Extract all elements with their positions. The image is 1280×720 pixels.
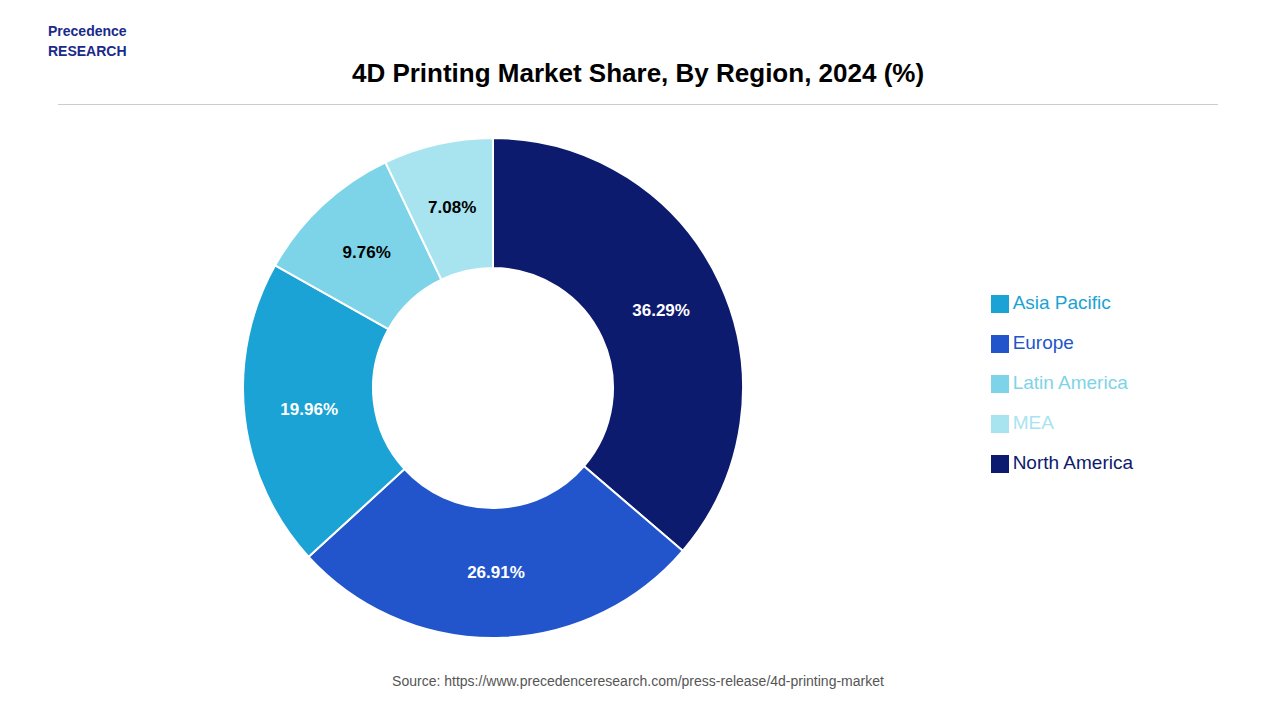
svg-text:9.76%: 9.76% <box>343 243 391 262</box>
html-text:Asia Pacific: Asia Pacific <box>1012 292 1111 313</box>
html-text:Latin America: Latin America <box>1012 372 1128 393</box>
html-text:North America: North America <box>1012 452 1133 473</box>
html-text:Precedence: Precedence <box>48 23 127 39</box>
svg-text:7.08%: 7.08% <box>428 198 476 217</box>
html-text:RESEARCH: RESEARCH <box>48 42 127 59</box>
svg-text:19.96%: 19.96% <box>280 400 338 419</box>
html-text:MEA: MEA <box>1012 412 1054 433</box>
html-text:4D Printing Market Share, By R: 4D Printing Market Share, By Region, 202… <box>351 58 925 88</box>
html-text:Europe: Europe <box>1012 332 1074 353</box>
html-text:Source: https://www.precedence: Source: https://www.precedenceresearch.c… <box>392 673 884 689</box>
svg-text:36.29%: 36.29% <box>632 301 690 320</box>
svg-text:26.91%: 26.91% <box>467 563 525 582</box>
